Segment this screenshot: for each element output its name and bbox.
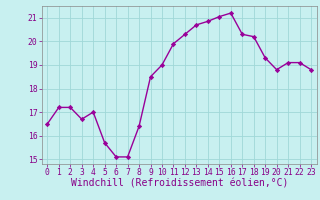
X-axis label: Windchill (Refroidissement éolien,°C): Windchill (Refroidissement éolien,°C) xyxy=(70,179,288,189)
